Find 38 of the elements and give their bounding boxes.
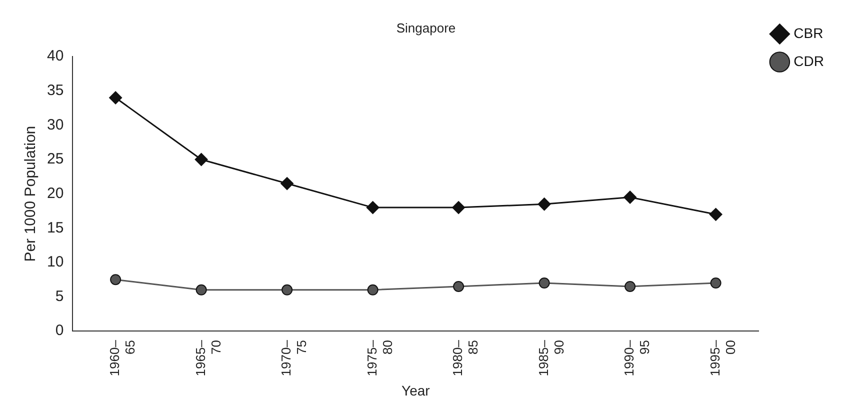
y-tick-label: 25	[46, 150, 64, 168]
x-tick-label: 1980–85	[450, 339, 481, 376]
x-tick-label: 1965–70	[192, 339, 224, 376]
y-tick-label: 0	[55, 322, 64, 340]
point	[367, 284, 378, 296]
y-tick-label: 10	[46, 254, 64, 271]
x-axis-title: Year	[402, 382, 430, 398]
y-tick-label: 35	[46, 82, 64, 100]
x-tick-label: 1995–00	[707, 339, 738, 376]
y-tick-label: 15	[46, 219, 64, 236]
x-tick-label: 1985–90	[536, 339, 566, 376]
point	[110, 274, 122, 286]
y-tick-label: 40	[46, 48, 64, 65]
chart-title: Singapore	[396, 20, 456, 36]
legend-label: CDR	[794, 52, 824, 69]
y-tick-label: 30	[46, 116, 64, 134]
point	[538, 278, 550, 289]
point	[196, 284, 207, 296]
x-tick-label: 1960–65	[107, 339, 138, 376]
point	[282, 284, 293, 296]
point	[710, 278, 722, 289]
point	[109, 91, 122, 104]
point	[538, 198, 551, 211]
point	[624, 190, 637, 204]
point	[452, 201, 466, 214]
point	[624, 280, 636, 292]
legend-label: CBR	[794, 24, 824, 41]
point	[709, 208, 722, 221]
point	[366, 201, 380, 214]
y-tick-label: 5	[55, 288, 64, 305]
x-tick-label: 1990–95	[622, 339, 652, 376]
x-tick-label: 1970–75	[278, 339, 310, 376]
point	[194, 153, 208, 166]
y-tick-label: 20	[46, 184, 64, 202]
point	[453, 280, 464, 292]
y-axis-title: Per 1000 Population	[22, 126, 40, 262]
point	[280, 177, 294, 190]
x-tick-label: 1975–80	[364, 339, 395, 376]
